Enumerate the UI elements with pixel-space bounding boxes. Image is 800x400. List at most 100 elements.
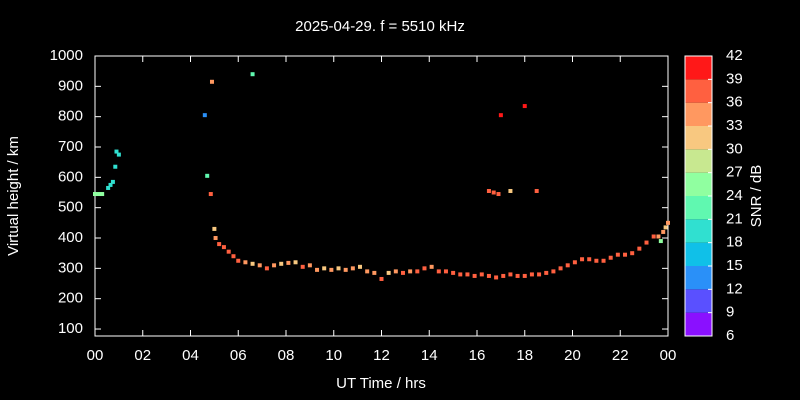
colorbar-tick-label: 12 [726, 280, 743, 297]
point [100, 192, 105, 197]
point [250, 261, 255, 266]
point [272, 263, 277, 268]
y-tick-label: 1000 [50, 47, 83, 64]
point [491, 190, 496, 195]
colorbar-tick-label: 9 [726, 304, 734, 321]
point [226, 249, 231, 254]
point [379, 276, 384, 281]
point [486, 273, 491, 278]
point [408, 269, 413, 274]
point [279, 261, 284, 266]
point [565, 263, 570, 268]
point [365, 269, 370, 274]
point [508, 188, 513, 193]
colorbar-band [685, 149, 712, 173]
plot-frame [94, 55, 669, 337]
point [580, 257, 585, 262]
point [422, 266, 427, 271]
point [661, 229, 666, 234]
point [436, 269, 441, 274]
x-tick-label: 00 [87, 347, 104, 364]
colorbar-band [685, 126, 712, 150]
point [329, 267, 334, 272]
point [257, 263, 262, 268]
point [106, 185, 111, 190]
point [534, 188, 539, 193]
point [498, 113, 503, 118]
point [496, 192, 501, 197]
point [250, 72, 255, 77]
point [623, 252, 628, 257]
point [479, 272, 484, 277]
point [400, 270, 405, 275]
point [213, 236, 218, 241]
x-tick-label: 08 [278, 347, 295, 364]
point [217, 242, 222, 247]
colorbar-band [685, 266, 712, 290]
colorbar-tick-label: 36 [726, 94, 743, 111]
y-tick-label: 600 [58, 168, 83, 185]
point [465, 272, 470, 277]
point [522, 273, 527, 278]
point [231, 254, 236, 259]
point [264, 266, 269, 271]
point [108, 182, 113, 187]
x-tick-label: 10 [325, 347, 342, 364]
colorbar-band [685, 312, 712, 336]
y-tick-label: 100 [58, 320, 83, 337]
point [529, 272, 534, 277]
point [472, 273, 477, 278]
x-tick-label: 12 [373, 347, 390, 364]
point [322, 266, 327, 271]
point [393, 269, 398, 274]
colorbar-band [685, 196, 712, 220]
point [208, 192, 213, 197]
x-tick-label: 22 [612, 347, 629, 364]
point [656, 234, 661, 239]
point [300, 264, 305, 269]
x-tick-label: 18 [516, 347, 533, 364]
point [315, 267, 320, 272]
point [494, 275, 499, 280]
x-tick-label: 06 [230, 347, 247, 364]
x-tick-label: 14 [421, 347, 438, 364]
colorbar-tick-label: 24 [726, 187, 743, 204]
colorbar-tick-label: 30 [726, 140, 743, 157]
point [451, 270, 456, 275]
point [221, 245, 226, 250]
point [666, 220, 670, 225]
point [358, 264, 363, 269]
point [114, 149, 119, 154]
point [551, 269, 556, 274]
colorbar-tick-label: 21 [726, 210, 743, 227]
point [350, 266, 355, 271]
x-axis-label: UT Time / hrs [336, 375, 426, 392]
point [486, 188, 491, 193]
point [293, 260, 298, 265]
point [286, 260, 291, 265]
point [601, 258, 606, 263]
point [429, 264, 434, 269]
colorbar-tick-label: 39 [726, 70, 743, 87]
y-tick-label: 900 [58, 77, 83, 94]
point [658, 239, 663, 244]
y-tick-label: 300 [58, 259, 83, 276]
point [202, 113, 207, 118]
colorbar-band [685, 242, 712, 266]
point [372, 270, 377, 275]
y-tick-label: 400 [58, 229, 83, 246]
y-tick-label: 800 [58, 108, 83, 125]
point [343, 267, 348, 272]
colorbar-band [685, 56, 712, 80]
point [594, 258, 599, 263]
point [522, 104, 527, 109]
point [113, 164, 118, 169]
point [336, 266, 341, 271]
point [544, 270, 549, 275]
colorbar-band [685, 289, 712, 313]
colorbar-tick-label: 6 [726, 327, 734, 344]
chart-title: 2025-04-29. f = 5510 kHz [295, 18, 465, 35]
point [458, 272, 463, 277]
point [307, 263, 312, 268]
point [501, 273, 506, 278]
